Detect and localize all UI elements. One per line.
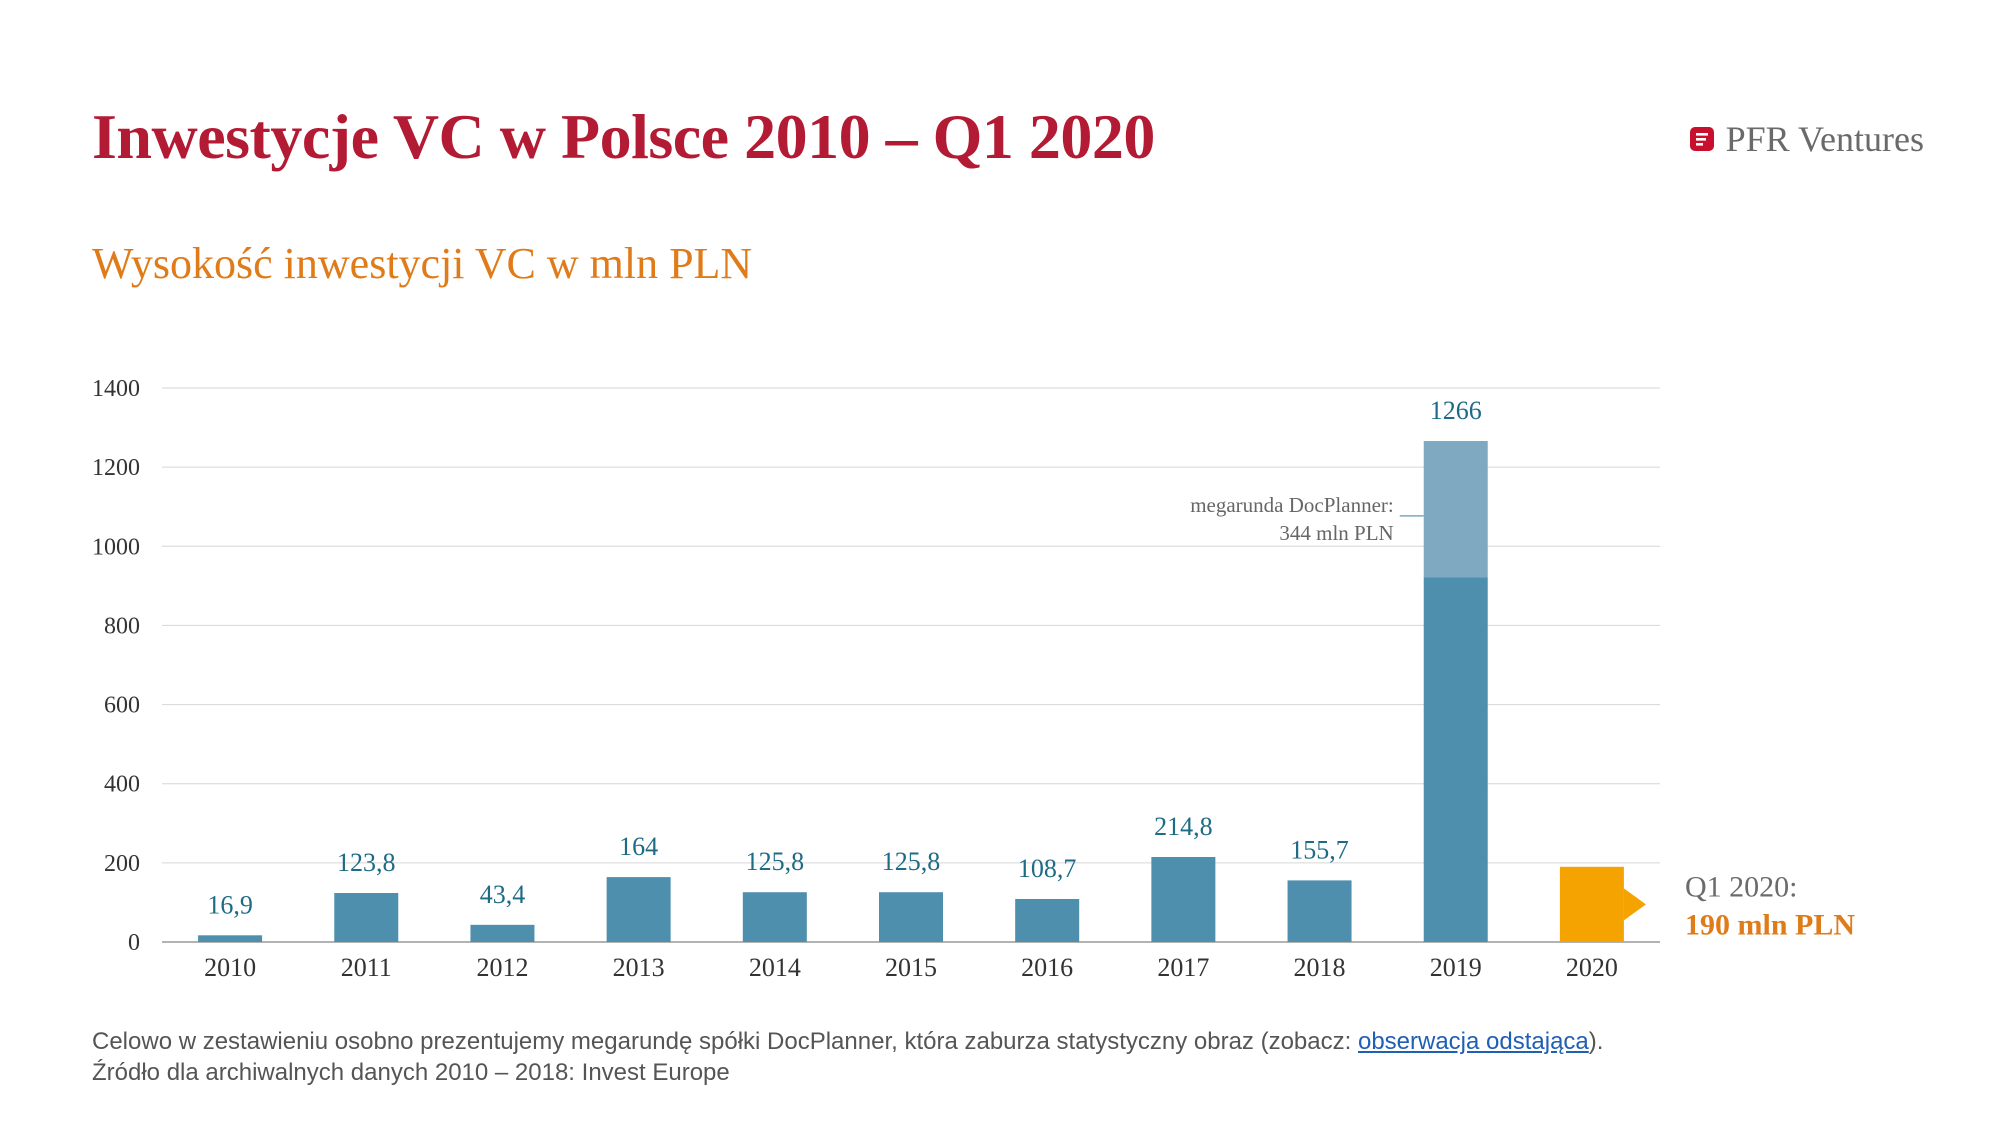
bar-2011 [334, 893, 399, 942]
megaround-label: megarunda DocPlanner: [1190, 493, 1394, 517]
bar-2014 [742, 892, 807, 942]
brand-logo: PFR Ventures [1689, 118, 1924, 160]
footnote-text: Celowo w zestawieniu osobno prezentujemy… [92, 1028, 1358, 1055]
annotations: megarunda DocPlanner: 344 mln PLN Q1 2020:… [1190, 493, 1855, 942]
x-tick-label: 2012 [476, 953, 528, 982]
y-tick-label: 1000 [92, 534, 140, 560]
y-tick-label: 0 [128, 930, 140, 956]
bar-megaround-2019 [1423, 441, 1488, 578]
value-label: 164 [619, 832, 658, 861]
highlight-arrow [1623, 888, 1646, 921]
bars [198, 441, 1646, 942]
y-tick-label: 1400 [92, 376, 140, 402]
value-label: 214,8 [1154, 812, 1213, 841]
chart-subtitle: Wysokość inwestycji VC w mln PLN [92, 239, 753, 288]
x-tick-label: 2018 [1294, 953, 1346, 982]
bar-2020 [1559, 866, 1624, 942]
bar-2017 [1151, 857, 1216, 942]
value-label: 1266 [1430, 396, 1482, 425]
pfr-logo-icon [1689, 127, 1714, 151]
value-label: 155,7 [1290, 835, 1349, 864]
x-tick-label: 2017 [1157, 953, 1209, 982]
y-tick-label: 800 [104, 613, 140, 639]
bar-2013 [606, 877, 671, 942]
outlier-link[interactable]: obserwacja odstająca [1357, 1028, 1589, 1055]
x-axis-ticks: 2010 2011 2012 2013 2014 2015 2016 2017 2018 2019… [204, 953, 1618, 982]
footnote-suffix: ). [1588, 1028, 1604, 1055]
value-label: 125,8 [746, 847, 805, 876]
highlight-value-label: 190 mln PLN [1685, 908, 1855, 941]
bar-2010 [198, 935, 263, 942]
value-labels: 16,9 123,8 43,4 164 125,8 125,8 108,7 214,8 155,… [207, 396, 1481, 919]
y-tick-label: 400 [104, 772, 140, 798]
footnote-line-2: Źródło dla archiwalnych danych 2010 – 20… [92, 1059, 730, 1086]
y-tick-label: 200 [104, 851, 140, 877]
value-label: 108,7 [1018, 854, 1077, 883]
gridlines [162, 387, 1660, 943]
x-tick-label: 2014 [749, 953, 801, 982]
y-tick-label: 600 [104, 693, 140, 719]
value-label: 125,8 [882, 847, 941, 876]
bar-2015 [879, 892, 943, 942]
y-tick-label: 1200 [92, 455, 140, 481]
x-tick-label: 2020 [1566, 953, 1618, 982]
value-label: 123,8 [337, 848, 396, 877]
footnote: Celowo w zestawieniu osobno prezentujemy… [92, 1026, 1603, 1088]
x-tick-label: 2013 [613, 953, 665, 982]
bar-2018 [1287, 880, 1352, 942]
highlight-label: Q1 2020: [1685, 870, 1798, 903]
megaround-value-label: 344 mln PLN [1279, 521, 1393, 545]
x-tick-label: 2019 [1430, 953, 1482, 982]
value-label: 43,4 [480, 880, 526, 909]
y-axis-ticks: 0 200 400 600 800 1000 1200 1400 [92, 376, 140, 956]
page-title: Inwestycje VC w Polsce 2010 – Q1 2020 [92, 101, 1155, 172]
bar-2012 [470, 924, 535, 942]
value-label: 16,9 [207, 890, 253, 919]
x-tick-label: 2010 [204, 953, 256, 982]
x-tick-label: 2015 [885, 953, 937, 982]
x-tick-label: 2016 [1021, 953, 1073, 982]
x-tick-label: 2011 [341, 953, 392, 982]
bar-2019 [1423, 577, 1488, 942]
brand-name: PFR Ventures [1725, 119, 1924, 159]
bar-2016 [1015, 898, 1080, 942]
footnote-line-1: Celowo w zestawieniu osobno prezentujemy… [92, 1026, 1603, 1057]
